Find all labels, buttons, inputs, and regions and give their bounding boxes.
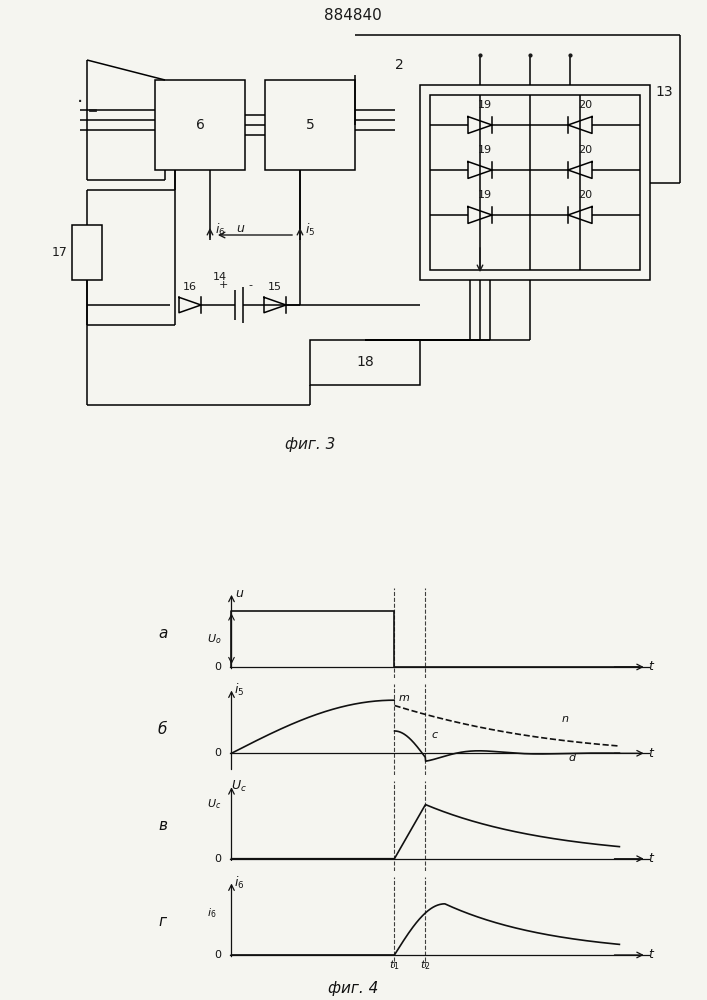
Text: u: u: [236, 222, 244, 234]
Text: 20: 20: [578, 190, 592, 200]
Text: $i_5$: $i_5$: [234, 682, 245, 698]
Text: 0: 0: [214, 662, 221, 672]
Text: в: в: [158, 818, 167, 833]
Text: фиг. 3: фиг. 3: [285, 438, 335, 452]
Text: фиг. 4: фиг. 4: [328, 980, 379, 996]
Text: 16: 16: [183, 282, 197, 292]
Bar: [420, 85, 650, 280]
Text: 19: 19: [478, 145, 492, 155]
Text: m: m: [398, 693, 409, 703]
Bar: [430, 95, 640, 270]
Text: a: a: [158, 626, 168, 641]
Text: $i_6$: $i_6$: [234, 875, 245, 891]
Bar: [155, 80, 245, 170]
Text: $t_1$: $t_1$: [389, 958, 399, 972]
Text: u: u: [235, 587, 243, 600]
Text: n: n: [561, 714, 568, 724]
Text: $i_6$: $i_6$: [215, 222, 226, 238]
Text: -: -: [248, 280, 252, 290]
Text: $i_5$: $i_5$: [305, 222, 315, 238]
Text: 0: 0: [214, 748, 221, 758]
Text: $U_c$: $U_c$: [207, 798, 221, 811]
Text: 19: 19: [478, 100, 492, 110]
Text: г: г: [158, 914, 167, 929]
Text: 2: 2: [395, 58, 404, 72]
Text: 18: 18: [356, 356, 374, 369]
Text: $U_o$: $U_o$: [206, 632, 221, 646]
Text: 20: 20: [578, 145, 592, 155]
Text: б: б: [158, 722, 168, 737]
Text: 5: 5: [305, 118, 315, 132]
Text: 0: 0: [214, 950, 221, 960]
Text: t: t: [648, 660, 653, 673]
Text: 15: 15: [268, 282, 282, 292]
Text: t: t: [648, 852, 653, 865]
Text: ·: ·: [77, 94, 83, 112]
Text: t: t: [648, 948, 653, 961]
Bar: [265, 80, 355, 170]
Bar: [310, 340, 420, 385]
Bar: [72, 225, 102, 280]
Text: 884840: 884840: [324, 7, 382, 22]
Text: 19: 19: [478, 190, 492, 200]
Text: 0: 0: [214, 854, 221, 864]
Text: 13: 13: [655, 85, 672, 99]
Text: d: d: [569, 753, 576, 763]
Text: $i_6$: $i_6$: [207, 906, 217, 920]
Text: t: t: [648, 747, 653, 760]
Text: $t_2$: $t_2$: [420, 958, 431, 972]
Text: $U_c$: $U_c$: [231, 779, 247, 794]
Text: 20: 20: [578, 100, 592, 110]
Text: +: +: [218, 280, 228, 290]
Text: 14: 14: [213, 272, 227, 282]
Text: 17: 17: [52, 246, 68, 259]
Text: c: c: [431, 730, 438, 740]
Text: 6: 6: [196, 118, 204, 132]
